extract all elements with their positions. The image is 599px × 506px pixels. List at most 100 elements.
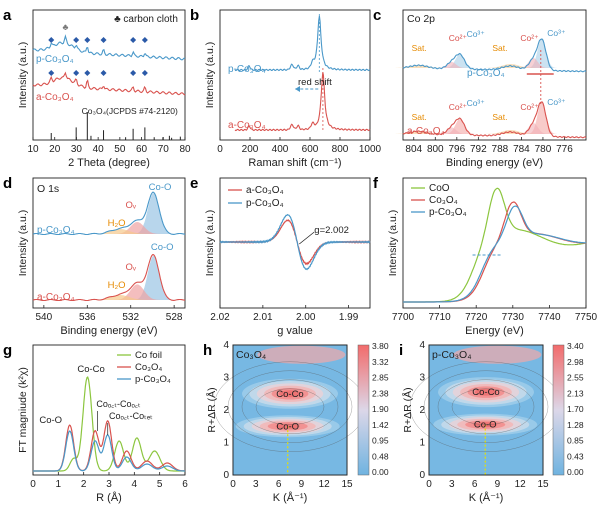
legend-entry: CoO [429, 183, 450, 194]
colorbar-tick-label: 3.80 [372, 341, 389, 351]
legend-entry: a-Co₃O₄ [246, 185, 284, 196]
peak-label: Co-O [474, 420, 497, 431]
contour-line [255, 388, 325, 425]
peak-fill [440, 54, 480, 68]
peak-label: Co³⁺ [547, 28, 566, 38]
legend-entry: ♣ carbon cloth [114, 14, 178, 25]
annotation: red shift [298, 77, 332, 88]
series-line-p [33, 430, 185, 472]
x-tick-label: 80 [179, 144, 191, 155]
peak-label: Co-O [151, 242, 174, 253]
peak-marker [130, 37, 137, 43]
x-tick-label: 9 [299, 479, 305, 490]
x-axis-label: Energy (eV) [465, 325, 524, 337]
x-tick-label: 6 [276, 479, 282, 490]
legend-entry: Co₃O₄ [429, 195, 458, 206]
legend-entry: Co foil [135, 350, 162, 361]
x-tick-label: 7720 [465, 312, 488, 323]
x-tick-label: 0 [426, 479, 432, 490]
series-label: a-Co₃O₄ [228, 120, 266, 131]
x-tick-label: 6 [182, 479, 188, 490]
x-tick-label: 20 [49, 144, 61, 155]
peak-fill [524, 38, 560, 68]
peak-label: Co²⁺ [520, 102, 539, 112]
peak-label: Co-O [276, 421, 299, 432]
colorbar-tick-label: 3.40 [567, 341, 584, 351]
colorbar-tick-label: 2.85 [372, 373, 389, 383]
panel-label: c [373, 7, 381, 24]
peak-label: Sat. [412, 112, 427, 122]
panel-label: i [399, 342, 403, 359]
plot-frame [232, 344, 348, 476]
x-tick-label: 3 [449, 479, 455, 490]
x-tick-label: 7750 [575, 312, 598, 323]
x-tick-label: 60 [136, 144, 148, 155]
peak-fill [107, 222, 167, 234]
x-axis-label: K (Å⁻¹) [273, 491, 308, 504]
panel-d: d 540 536 532 528 Binding energy (eV) Intensit… [3, 175, 186, 337]
x-tick-label: 804 [405, 144, 422, 155]
series-line-p [32, 191, 186, 236]
plot-frame [32, 9, 186, 141]
series-line-p-Co3O4 [402, 38, 587, 73]
panel-label: h [203, 342, 212, 359]
x-tick-label: 15 [341, 479, 353, 490]
panel-a: a 10 20 30 40 50 60 70 80 2 Theta (degree) Intensi… [3, 7, 191, 169]
peak-marker [100, 70, 107, 76]
series-line-a-Co3O4 [32, 71, 186, 96]
colorbar-tick-label: 2.13 [567, 388, 584, 398]
x-tick-label: 30 [71, 144, 83, 155]
x-axis-label: Binding energy (eV) [446, 157, 543, 169]
peak-fill [129, 255, 178, 300]
y-axis-label: FT magniude (k²χ) [17, 367, 29, 453]
chart-title: Co 2p [407, 13, 435, 25]
y-tick-label: 1 [419, 438, 425, 449]
legend-entry: p-Co₃O₄ [246, 198, 284, 209]
contour-line [451, 388, 521, 425]
x-tick-label: 70 [158, 144, 170, 155]
x-tick-label: 536 [79, 312, 96, 323]
plot-frame [402, 9, 587, 141]
colorbar-tick-label: 1.90 [372, 404, 389, 414]
y-axis-label: Intensity (a.u.) [17, 210, 29, 277]
peak-label: Co³⁺ [467, 98, 486, 108]
x-tick-label: 4 [132, 479, 138, 490]
peak-fill [383, 131, 455, 134]
x-tick-label: 7710 [428, 312, 451, 323]
peak-marker [73, 70, 80, 76]
peak-label: Oᵥ [125, 200, 136, 211]
y-axis-label: Intensity (a.u.) [204, 210, 216, 277]
series-label: a-Co₃O₄ [407, 126, 445, 137]
x-tick-label: 9 [495, 479, 501, 490]
peak-label: Co²⁺ [449, 102, 468, 112]
x-tick-label: 5 [157, 479, 163, 490]
panel-b: b 0 200 400 600 800 1000 Raman shift (cm⁻¹) Inte… [190, 7, 382, 169]
panel-f: f 7700 7710 7720 7730 7740 7750 Energy (eV) Inte… [373, 175, 598, 337]
peak-fill [432, 62, 471, 68]
x-tick-label: 2.02 [210, 312, 230, 323]
annotation: Co-Co [77, 364, 104, 375]
y-tick-label: 4 [223, 340, 229, 351]
series-label: p-Co₃O₄ [36, 54, 74, 65]
peak-fill [513, 123, 553, 134]
peak-fill [129, 193, 178, 234]
legend-entry: p-Co₃O₄ [135, 374, 171, 385]
x-tick-label: 796 [448, 144, 465, 155]
shift-arrow-head [295, 86, 300, 92]
reference-label: Co₃O₄(JCPDS #74-2120) [82, 106, 178, 116]
colorbar-tick-label: 0.00 [567, 467, 584, 477]
series-label: p-Co₃O₄ [37, 225, 75, 236]
annotation: Coₒ꜀ₜ-Coₒ꜀ₜ [96, 399, 141, 409]
x-tick-label: 400 [272, 144, 289, 155]
colorbar-tick-label: 0.85 [567, 436, 584, 446]
peak-label: H₂O [108, 280, 126, 291]
x-tick-label: 12 [515, 479, 527, 490]
peak-marker [141, 70, 148, 76]
contour-line [423, 370, 549, 443]
x-tick-label: 6 [472, 479, 478, 490]
peak-label: Co³⁺ [547, 97, 566, 107]
peak-label: Oᵥ [125, 262, 136, 273]
x-tick-label: 1.99 [339, 312, 359, 323]
